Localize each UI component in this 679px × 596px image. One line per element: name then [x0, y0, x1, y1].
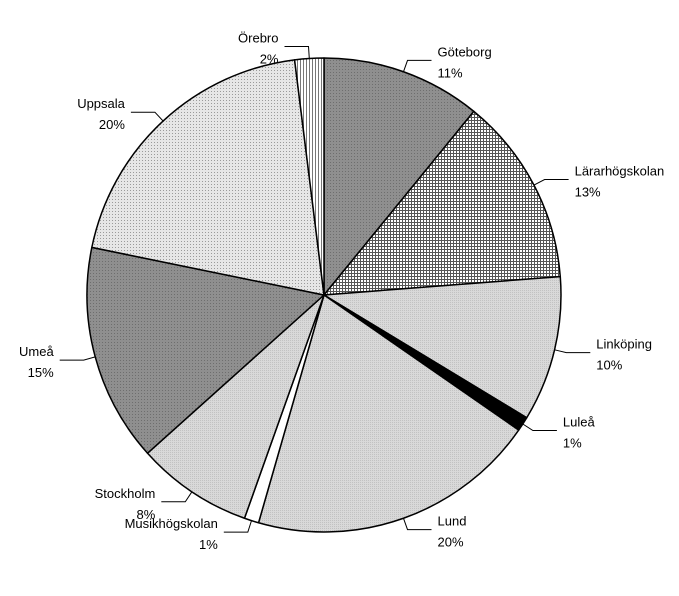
slice-label-stockholm: Stockholm — [95, 486, 156, 501]
pie-slices — [86, 57, 562, 533]
slice-percent-lund: 20% — [438, 535, 464, 550]
pie-slice-umea — [86, 246, 325, 454]
slice-label-lund: Lund — [438, 514, 467, 529]
pie-slice-stockholm — [146, 294, 325, 520]
slice-label-lulea: Luleå — [563, 415, 596, 430]
pie-slice-linkoping — [323, 275, 562, 419]
slice-label-uppsala: Uppsala — [77, 96, 125, 111]
leader-line-umea — [59, 356, 96, 361]
pie-slice-lararhogskolan — [323, 110, 562, 296]
slice-percent-umea: 15% — [28, 365, 54, 380]
slice-percent-lararhogskolan: 13% — [575, 185, 601, 200]
slice-label-lararhogskolan: Lärarhögskolan — [575, 164, 665, 179]
slice-label-linkoping: Linköping — [596, 337, 652, 352]
leader-line-linkoping — [554, 349, 591, 354]
slice-label-umea: Umeå — [19, 344, 54, 359]
slice-percent-linkoping: 10% — [596, 358, 622, 373]
leader-line-lulea — [522, 423, 557, 431]
slice-label-goteborg: Göteborg — [438, 44, 492, 59]
slice-percent-goteborg: 11% — [438, 65, 463, 80]
slice-percent-lulea: 1% — [563, 436, 582, 451]
leader-line-lararhogskolan — [533, 179, 569, 186]
pie-labels: Göteborg 11% Lärarhögskolan 13% Linköping 10%… — [19, 31, 664, 553]
pie-slice-uppsala — [91, 59, 325, 296]
slice-label-orebro: Örebro — [238, 31, 278, 46]
slice-percent-stockholm: 8% — [137, 507, 156, 522]
pie-slice-lund — [257, 294, 520, 533]
leader-line-stockholm — [161, 491, 193, 503]
leader-line-orebro — [284, 46, 310, 59]
leader-line-uppsala — [130, 111, 164, 122]
slice-label-musikhogskolan: Musikhögskolan — [125, 516, 218, 531]
slice-percent-orebro: 2% — [260, 52, 279, 67]
leader-line-lund — [403, 518, 432, 531]
leader-line-goteborg — [403, 59, 432, 72]
pie-slice-goteborg — [323, 57, 475, 296]
leader-line-musikhogskolan — [223, 520, 252, 533]
slice-percent-uppsala: 20% — [99, 117, 125, 132]
slice-percent-musikhogskolan: 1% — [199, 537, 218, 552]
